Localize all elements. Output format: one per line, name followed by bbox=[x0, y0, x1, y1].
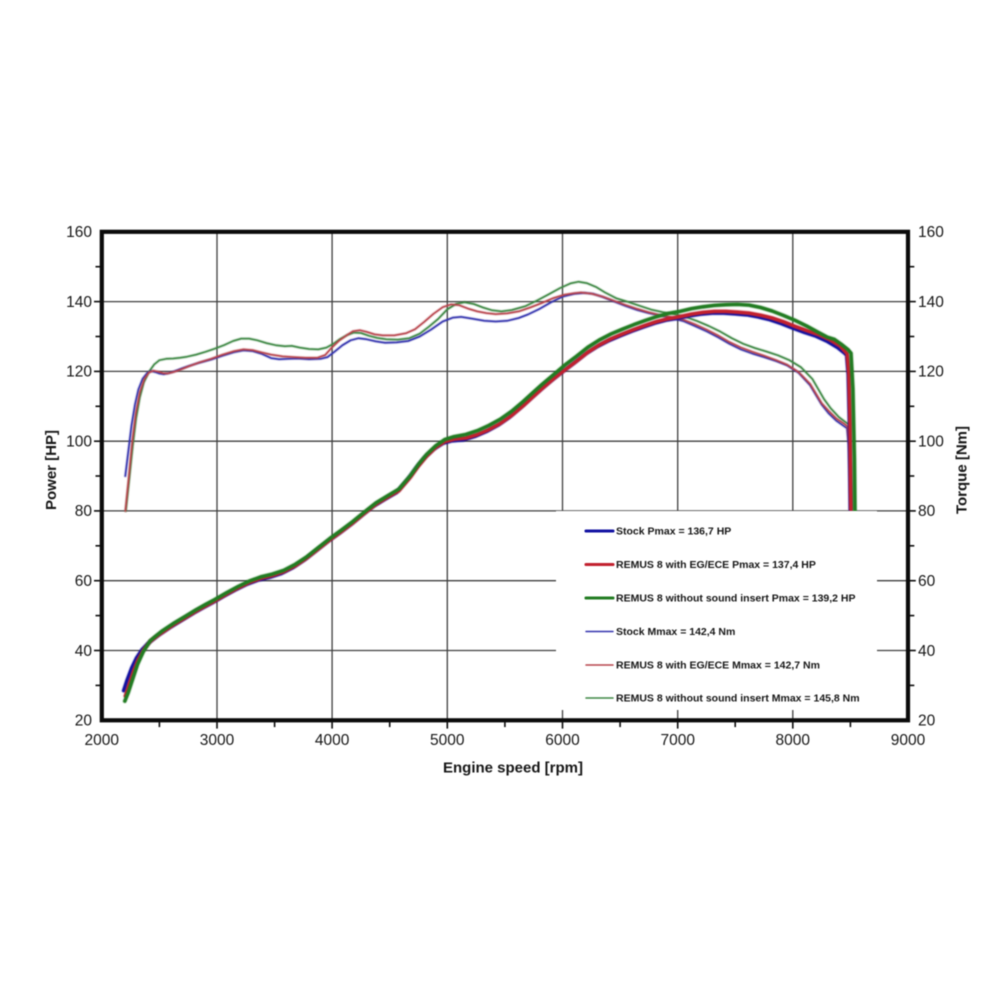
svg-text:3000: 3000 bbox=[200, 732, 235, 749]
svg-text:40: 40 bbox=[918, 643, 936, 660]
svg-text:160: 160 bbox=[918, 224, 944, 241]
svg-text:140: 140 bbox=[918, 294, 944, 311]
svg-text:REMUS 8 without sound insert M: REMUS 8 without sound insert Mmax = 145,… bbox=[616, 693, 860, 705]
svg-text:Power [HP]: Power [HP] bbox=[43, 430, 60, 510]
svg-text:40: 40 bbox=[75, 643, 93, 660]
svg-text:REMUS 8 without sound insert P: REMUS 8 without sound insert Pmax = 139,… bbox=[616, 593, 856, 605]
svg-text:Torque [Nm]: Torque [Nm] bbox=[954, 426, 971, 514]
svg-text:6000: 6000 bbox=[545, 732, 580, 749]
svg-text:80: 80 bbox=[75, 503, 93, 520]
svg-text:Stock Mmax = 142,4 Nm: Stock Mmax = 142,4 Nm bbox=[616, 626, 735, 638]
svg-text:Stock Pmax = 136,7 HP: Stock Pmax = 136,7 HP bbox=[616, 526, 731, 538]
svg-text:100: 100 bbox=[66, 434, 92, 451]
svg-text:80: 80 bbox=[918, 503, 936, 520]
svg-text:60: 60 bbox=[75, 573, 93, 590]
svg-text:120: 120 bbox=[918, 364, 944, 381]
svg-text:60: 60 bbox=[918, 573, 936, 590]
svg-text:REMUS 8 with EG/ECE Pmax = 137: REMUS 8 with EG/ECE Pmax = 137,4 HP bbox=[616, 559, 816, 571]
svg-text:4000: 4000 bbox=[315, 732, 350, 749]
svg-text:120: 120 bbox=[66, 364, 92, 381]
svg-text:2000: 2000 bbox=[85, 732, 120, 749]
svg-text:140: 140 bbox=[66, 294, 92, 311]
svg-text:Engine speed [rpm]: Engine speed [rpm] bbox=[443, 760, 583, 777]
svg-text:5000: 5000 bbox=[430, 732, 465, 749]
svg-text:100: 100 bbox=[918, 434, 944, 451]
svg-text:20: 20 bbox=[918, 713, 936, 730]
svg-text:20: 20 bbox=[75, 713, 93, 730]
svg-text:9000: 9000 bbox=[891, 732, 926, 749]
svg-text:7000: 7000 bbox=[660, 732, 695, 749]
svg-text:REMUS 8 with EG/ECE Mmax = 142: REMUS 8 with EG/ECE Mmax = 142,7 Nm bbox=[616, 660, 820, 672]
svg-text:160: 160 bbox=[66, 224, 92, 241]
svg-text:8000: 8000 bbox=[776, 732, 811, 749]
